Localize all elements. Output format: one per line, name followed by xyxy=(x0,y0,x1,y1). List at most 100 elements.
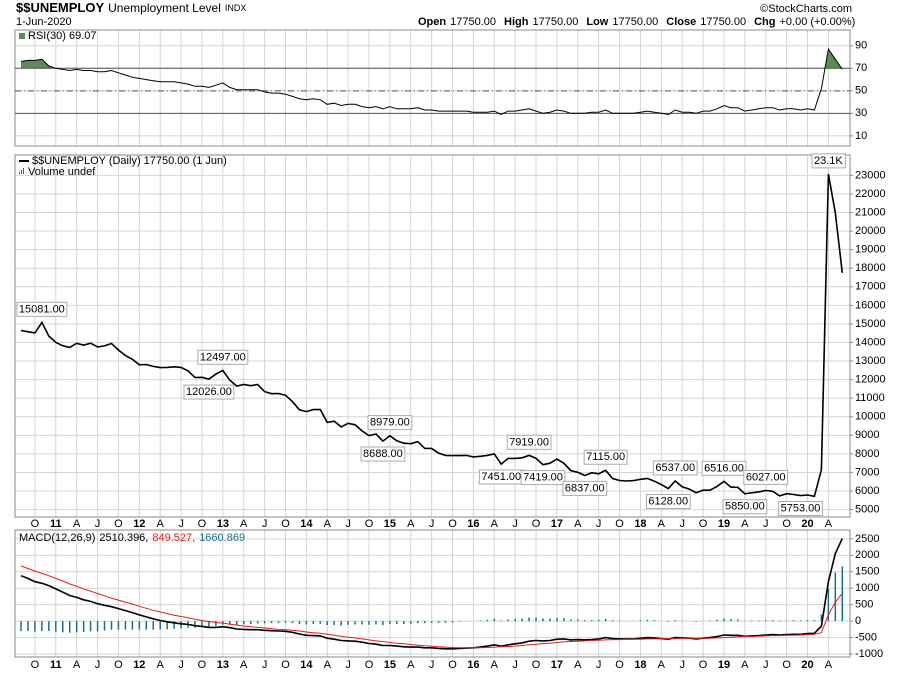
x-tick-label: J xyxy=(679,659,685,671)
histogram-bar xyxy=(403,621,405,625)
histogram-bar xyxy=(249,621,252,625)
histogram-bar xyxy=(437,621,440,623)
histogram-bar xyxy=(785,620,788,622)
histogram-bar xyxy=(159,621,161,630)
x-tick-label: O xyxy=(198,518,207,530)
note-icon xyxy=(23,168,24,174)
data-label-box xyxy=(652,460,698,476)
quote-value: 17750.00 xyxy=(700,16,746,28)
x-tick-label: O xyxy=(114,518,123,530)
x-tick-label: A xyxy=(157,518,165,530)
data-label: 6537.00 xyxy=(655,462,695,474)
histogram-bar xyxy=(820,614,823,622)
credit: ©StockCharts.com xyxy=(760,3,852,15)
histogram-bar xyxy=(236,621,238,626)
date: 1-Jun-2020 xyxy=(16,16,72,28)
legend: MACD(12,26,9) 2510.396, 849.527, 1660.869 xyxy=(19,532,245,544)
histogram-bar xyxy=(507,619,509,622)
x-tick-label: O xyxy=(281,659,290,671)
series-line xyxy=(20,173,844,498)
histogram-bar xyxy=(674,620,676,622)
histogram-bar xyxy=(256,621,259,624)
data-label-box xyxy=(811,153,846,169)
x-tick-label: 19 xyxy=(718,518,730,530)
histogram-bar xyxy=(326,621,328,626)
x-tick-label: A xyxy=(825,659,833,671)
data-label-box xyxy=(360,446,406,462)
y-tick-label: 15000 xyxy=(855,318,886,330)
symbol: $$UNEMPLOY xyxy=(16,0,104,15)
histogram-bar xyxy=(103,621,106,631)
y-tick-label: 1500 xyxy=(855,566,879,578)
x-tick-label: 17 xyxy=(551,659,563,671)
x-tick-label: A xyxy=(73,518,81,530)
data-label-box xyxy=(16,301,68,317)
histogram-bar xyxy=(451,621,454,623)
y-tick-label: 19000 xyxy=(855,244,886,256)
header-line: $$UNEMPLOY Unemployment Level INDX xyxy=(16,0,246,15)
histogram-bar xyxy=(131,621,134,630)
x-tick-label: A xyxy=(491,659,499,671)
x-tick-label: O xyxy=(365,659,374,671)
x-tick-label: 18 xyxy=(634,518,646,530)
histogram-bar xyxy=(764,620,767,622)
data-label: 8688.00 xyxy=(363,448,403,460)
x-tick-label: J xyxy=(763,518,769,530)
quote-label: Low xyxy=(586,16,608,28)
histogram-bar xyxy=(611,620,614,622)
histogram-bar xyxy=(396,621,398,625)
x-tick-label: J xyxy=(178,518,184,530)
x-tick-label: 14 xyxy=(300,518,313,530)
histogram-bar xyxy=(62,621,64,633)
data-label: 23.1K xyxy=(814,155,843,167)
histogram-bar xyxy=(368,621,370,625)
x-tick-label: J xyxy=(596,518,602,530)
data-label-box xyxy=(645,494,691,510)
legend-entry: $$UNEMPLOY (Daily) 17750.00 (1 Jun) xyxy=(32,155,227,167)
note-icon xyxy=(19,172,20,174)
y-tick-label: 1000 xyxy=(855,582,879,594)
x-tick-label: O xyxy=(114,659,123,671)
x-tick-label: J xyxy=(345,659,351,671)
x-tick-label: O xyxy=(31,659,40,671)
histogram-bar xyxy=(229,621,231,625)
y-tick-label: 500 xyxy=(855,599,873,611)
data-label-box xyxy=(367,415,413,431)
x-tick-label: O xyxy=(615,518,624,530)
x-tick-label: J xyxy=(512,659,518,671)
x-tick-label: J xyxy=(95,659,101,671)
x-tick-label: A xyxy=(574,518,582,530)
data-label-box xyxy=(583,449,628,465)
quote-value: 17750.00 xyxy=(450,16,496,28)
histogram-bar xyxy=(389,621,391,625)
y-tick-label: 7000 xyxy=(855,466,879,478)
histogram-bar xyxy=(173,621,175,629)
histogram-bar xyxy=(145,621,148,630)
histogram-bar xyxy=(382,621,384,626)
y-tick-label: 16000 xyxy=(855,299,886,311)
y-tick-label: -1000 xyxy=(855,648,883,660)
histogram-bar xyxy=(716,619,718,622)
histogram-bar xyxy=(834,572,837,622)
histogram-bar xyxy=(166,621,168,630)
histogram-bar xyxy=(827,588,830,622)
y-tick-label: 30 xyxy=(855,107,867,119)
data-label: 15081.00 xyxy=(19,303,65,315)
data-label: 7419.00 xyxy=(523,472,563,484)
x-tick-label: A xyxy=(491,518,499,530)
histogram-bar xyxy=(194,621,196,628)
y-tick-label: 22000 xyxy=(855,188,886,200)
data-label-box xyxy=(183,384,235,400)
histogram-bar xyxy=(284,621,287,623)
histogram-bar xyxy=(458,621,461,622)
histogram-bar xyxy=(215,621,217,627)
y-tick-label: 12000 xyxy=(855,374,886,386)
x-tick-label: 14 xyxy=(300,659,313,671)
histogram-bar xyxy=(48,621,50,632)
x-tick-label: A xyxy=(574,659,582,671)
data-label: 6516.00 xyxy=(704,462,744,474)
data-label: 7115.00 xyxy=(586,451,625,463)
data-label: 5850.00 xyxy=(725,501,765,513)
data-label: 8979.00 xyxy=(370,417,410,429)
x-tick-label: 12 xyxy=(133,518,145,530)
